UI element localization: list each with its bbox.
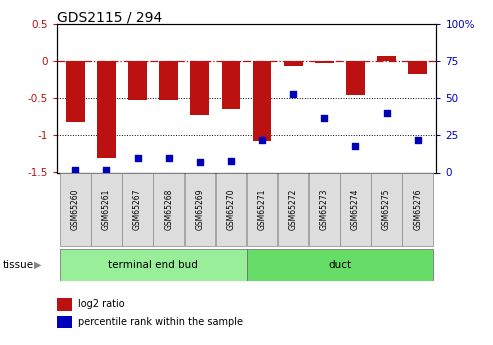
Text: GSM65273: GSM65273 <box>320 189 329 230</box>
Point <box>196 159 204 165</box>
Point <box>383 110 390 116</box>
FancyBboxPatch shape <box>153 173 184 246</box>
Text: GSM65268: GSM65268 <box>164 189 173 230</box>
Point <box>414 137 422 142</box>
Text: log2 ratio: log2 ratio <box>77 299 124 309</box>
Text: percentile rank within the sample: percentile rank within the sample <box>77 317 243 326</box>
Text: GSM65276: GSM65276 <box>413 189 422 230</box>
FancyBboxPatch shape <box>402 173 433 246</box>
Point <box>352 143 359 149</box>
FancyBboxPatch shape <box>246 249 433 280</box>
FancyBboxPatch shape <box>278 173 309 246</box>
Bar <box>253 61 271 141</box>
Text: tissue: tissue <box>2 260 34 270</box>
Bar <box>315 61 334 63</box>
FancyBboxPatch shape <box>247 173 277 246</box>
Bar <box>284 61 303 67</box>
Bar <box>57 298 72 310</box>
Bar <box>159 61 178 100</box>
Bar <box>57 316 72 328</box>
Point <box>289 91 297 97</box>
Text: GSM65272: GSM65272 <box>289 189 298 230</box>
Point <box>134 155 141 160</box>
FancyBboxPatch shape <box>340 173 371 246</box>
Text: GSM65260: GSM65260 <box>71 189 80 230</box>
Point <box>103 167 110 172</box>
Point <box>227 158 235 164</box>
Point <box>320 115 328 120</box>
Text: GSM65269: GSM65269 <box>195 189 204 230</box>
Point <box>165 155 173 160</box>
Text: duct: duct <box>328 260 352 270</box>
Bar <box>222 61 240 109</box>
FancyBboxPatch shape <box>122 173 153 246</box>
Point <box>71 167 79 172</box>
Bar <box>66 61 85 122</box>
Text: GSM65271: GSM65271 <box>257 189 267 230</box>
Bar <box>128 61 147 100</box>
FancyBboxPatch shape <box>60 249 246 280</box>
Bar <box>377 56 396 61</box>
Text: GSM65267: GSM65267 <box>133 189 142 230</box>
Text: terminal end bud: terminal end bud <box>108 260 198 270</box>
Text: ▶: ▶ <box>34 260 41 270</box>
Bar <box>97 61 116 158</box>
FancyBboxPatch shape <box>309 173 340 246</box>
FancyBboxPatch shape <box>216 173 246 246</box>
Bar <box>346 61 365 95</box>
Text: GDS2115 / 294: GDS2115 / 294 <box>57 10 162 24</box>
Text: GSM65270: GSM65270 <box>226 189 236 230</box>
Point <box>258 137 266 142</box>
FancyBboxPatch shape <box>60 173 91 246</box>
Text: GSM65261: GSM65261 <box>102 189 111 230</box>
Bar <box>408 61 427 74</box>
FancyBboxPatch shape <box>91 173 122 246</box>
Text: GSM65275: GSM65275 <box>382 189 391 230</box>
FancyBboxPatch shape <box>371 173 402 246</box>
FancyBboxPatch shape <box>184 173 215 246</box>
Bar <box>190 61 209 115</box>
Text: GSM65274: GSM65274 <box>351 189 360 230</box>
